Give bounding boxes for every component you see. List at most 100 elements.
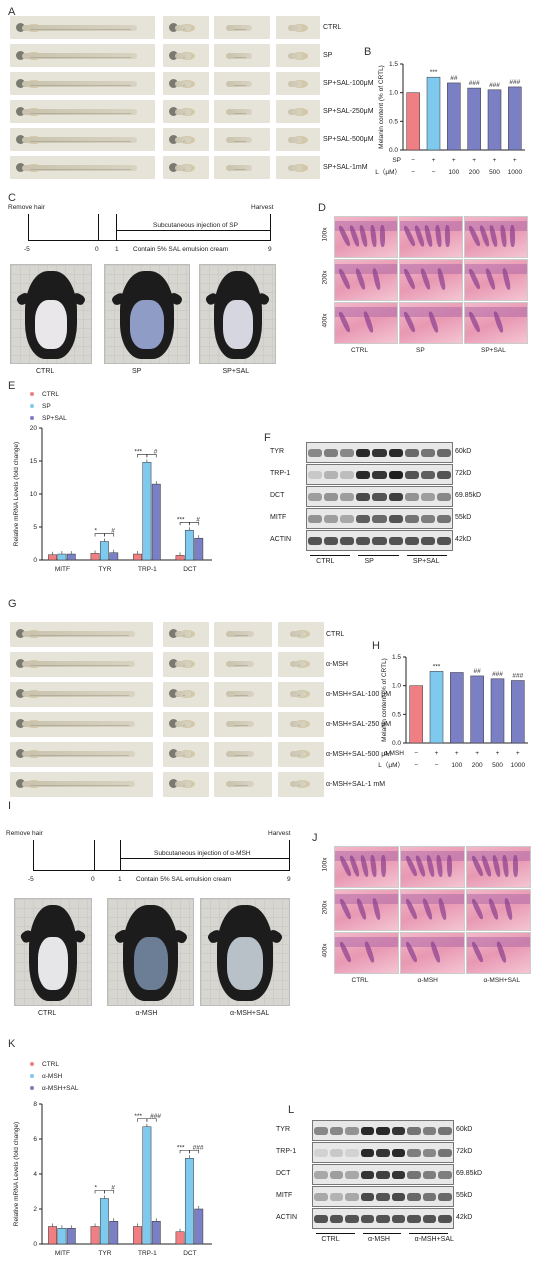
fish-body: [226, 781, 254, 787]
tick-start: [33, 840, 34, 870]
fish-eye: [16, 79, 25, 88]
y-tick-label: 2: [33, 1206, 37, 1213]
fish-body: [22, 53, 137, 59]
significance-label: ###: [469, 80, 480, 87]
fish-body: [290, 661, 306, 667]
zebrafish-image: [214, 622, 272, 647]
y-tick-label: 10: [30, 491, 38, 498]
y-tick-label: 8: [33, 1101, 37, 1108]
significance-bracket: [146, 454, 157, 458]
bar: [184, 530, 194, 561]
protein-band: [340, 536, 355, 545]
protein-band: [436, 448, 451, 457]
fish-eye: [169, 779, 178, 788]
protein-band: [308, 514, 323, 523]
magnification-label: 200x: [321, 270, 329, 285]
protein-band: [372, 514, 387, 523]
fish-eye: [169, 749, 178, 758]
significance-label: ***: [433, 663, 441, 670]
fish-body: [226, 137, 252, 143]
group-underline: [409, 1233, 448, 1234]
protein-band: [314, 1214, 328, 1223]
dose-label: −: [435, 762, 439, 769]
fish-pigment-line: [30, 141, 131, 142]
hair-follicle: [444, 224, 451, 248]
blot-group-label: α-MSH: [368, 1236, 390, 1243]
protein-band: [376, 1170, 390, 1179]
significance-label: ##: [450, 75, 458, 82]
condition-sign: +: [472, 157, 476, 164]
fish-body: [226, 691, 254, 697]
fish-eye: [16, 779, 25, 788]
fish-pigment-line: [183, 169, 185, 170]
panel-label-k: K: [8, 1038, 16, 1050]
fish-body: [290, 781, 306, 787]
protein-band: [404, 448, 419, 457]
protein-band: [422, 1214, 437, 1223]
dose-label: 100: [448, 169, 459, 176]
mouse-shaved-skin: [133, 937, 168, 991]
cream-label: Contain 5% SAL emulsion cream: [136, 876, 232, 883]
protein-band: [340, 448, 355, 457]
bar: [48, 1226, 57, 1245]
histology-section: [399, 216, 463, 258]
significance-bracket: [104, 533, 115, 537]
zebrafish-image: [276, 72, 320, 95]
bar: [467, 87, 481, 151]
protein-label: TRP-1: [276, 1148, 297, 1155]
zebrafish-image: [214, 682, 272, 707]
zebrafish-image: [163, 622, 209, 647]
protein-band: [391, 1170, 406, 1179]
fish-body: [226, 109, 252, 115]
protein-label: DCT: [270, 492, 285, 499]
zebrafish-image: [278, 652, 324, 677]
fish-pigment-line: [183, 57, 185, 58]
significance-bracket: [189, 1149, 200, 1154]
zebrafish-image: [163, 44, 209, 67]
protein-band: [360, 1170, 375, 1179]
protein-band: [436, 470, 451, 479]
mouse-group-label: CTRL: [36, 368, 55, 375]
fish-pigment-line: [234, 169, 246, 170]
protein-band: [391, 1214, 406, 1223]
zebrafish-image: [163, 16, 209, 39]
injection-line: [116, 230, 271, 231]
protein-band: [340, 492, 355, 501]
zebrafish-image: [163, 72, 209, 95]
mouse-photo: [200, 898, 290, 1006]
significance-label: ***: [430, 69, 438, 76]
fish-pigment-line: [183, 85, 185, 86]
panel-label-f: F: [264, 432, 271, 444]
timeline-sp: Remove hair Harvest Subcutaneous injecti…: [8, 200, 278, 260]
protein-band: [376, 1148, 390, 1157]
fish-pigment-line: [298, 725, 300, 726]
protein-label: TRP-1: [270, 470, 291, 477]
fish-eye: [16, 135, 25, 144]
y-axis-title: Relative mRNA Levels (fold change): [13, 1122, 20, 1226]
y-tick-label: 1.5: [392, 654, 401, 661]
zebrafish-image: [10, 72, 155, 95]
protein-band: [356, 492, 371, 501]
tick-one: [116, 214, 117, 240]
fish-pigment-line: [298, 635, 300, 636]
x-tick-label: TYR: [98, 1250, 111, 1257]
protein-band: [340, 514, 355, 523]
fish-body: [175, 81, 191, 87]
zebrafish-image: [163, 156, 209, 179]
protein-band: [360, 1148, 375, 1157]
histology-group-label: SP+SAL: [481, 347, 506, 354]
fish-body: [226, 165, 252, 171]
zebrafish-image: [278, 622, 324, 647]
fish-pigment-line: [298, 665, 300, 666]
x-tick-label: TYR: [98, 566, 111, 573]
fish-body: [226, 81, 252, 87]
significance-label: ###: [512, 673, 523, 680]
histology-group-label: CTRL: [351, 977, 369, 984]
y-axis-title: Melanin content (% of CRTL): [381, 658, 388, 742]
histology-section: [399, 302, 463, 344]
x-tick-label: TRP-1: [138, 1250, 157, 1257]
molecular-weight-label: 42kD: [455, 536, 472, 543]
blot-strip: [306, 530, 453, 551]
protein-band: [356, 514, 371, 523]
zebrafish-group-label: SP+SAL-500μM: [323, 136, 374, 143]
